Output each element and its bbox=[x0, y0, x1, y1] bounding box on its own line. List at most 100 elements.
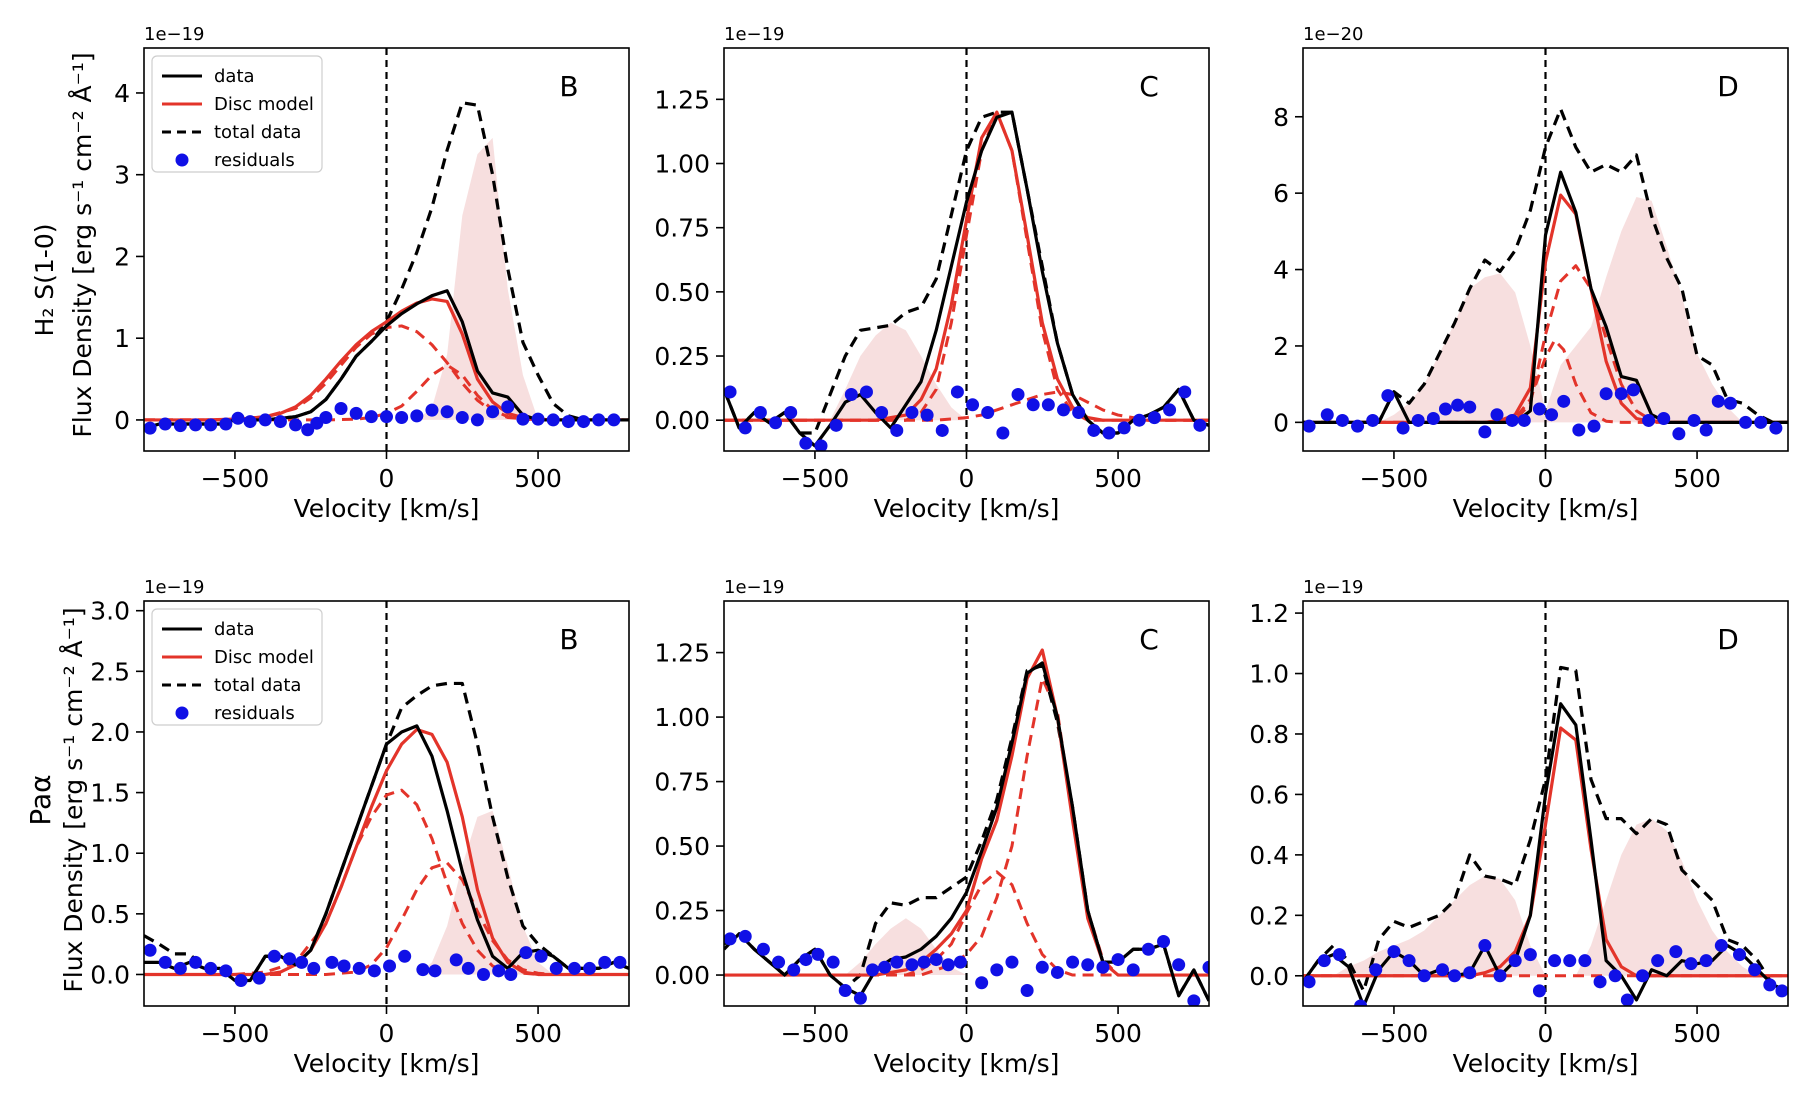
residual-point bbox=[787, 963, 801, 977]
residual-point bbox=[380, 410, 393, 424]
residual-point bbox=[367, 964, 381, 978]
residual-point bbox=[1493, 969, 1507, 983]
residual-point bbox=[398, 949, 412, 963]
x-tick-label: 0 bbox=[1538, 464, 1554, 493]
legend-label-disc_model: Disc model bbox=[214, 647, 314, 668]
bottom-row-species-label: Paα bbox=[24, 774, 57, 825]
residual-point bbox=[158, 417, 172, 431]
total-data-line bbox=[1303, 107, 1788, 424]
residual-point bbox=[784, 405, 798, 419]
residual-point bbox=[950, 385, 964, 399]
x-tick-label: −500 bbox=[1360, 464, 1429, 493]
residual-point bbox=[258, 413, 272, 427]
x-tick-label: −500 bbox=[1360, 1019, 1429, 1048]
residual-point bbox=[724, 932, 737, 946]
residual-point bbox=[1572, 423, 1586, 437]
plot-area bbox=[724, 48, 1209, 451]
plot-area bbox=[1303, 48, 1788, 451]
panel-h2-D: −500 0 500 0 2 4 6 8 1e−20 Velocity [km/s] D bbox=[1273, 24, 1789, 523]
residual-point bbox=[990, 963, 1004, 977]
residual-point bbox=[1332, 948, 1346, 962]
residual-point bbox=[1163, 403, 1177, 417]
residual-point bbox=[1381, 389, 1395, 403]
y-tick-label: 0.8 bbox=[1249, 720, 1289, 749]
legend: data Disc model total data residuals bbox=[151, 608, 323, 726]
residual-point bbox=[189, 955, 203, 969]
y-tick-label: 8 bbox=[1273, 103, 1289, 132]
residual-point bbox=[1517, 413, 1531, 427]
residual-point bbox=[996, 426, 1010, 440]
residual-point bbox=[738, 929, 752, 943]
x-tick-label: 0 bbox=[379, 1019, 395, 1048]
residual-point bbox=[561, 415, 575, 429]
x-tick-label: 500 bbox=[1673, 1019, 1721, 1048]
residual-point bbox=[189, 418, 203, 432]
y-tick-label: 0.25 bbox=[654, 897, 710, 926]
residual-point bbox=[814, 439, 828, 451]
residual-point bbox=[1117, 421, 1131, 435]
residual-point bbox=[416, 963, 430, 977]
plot-area bbox=[724, 601, 1209, 1006]
residual-point bbox=[219, 417, 233, 431]
legend-label-disc_model: Disc model bbox=[214, 94, 314, 115]
residual-point bbox=[477, 967, 490, 981]
residual-point bbox=[738, 421, 752, 435]
residual-point bbox=[1303, 419, 1316, 433]
data-line bbox=[1303, 170, 1788, 424]
residual-point bbox=[549, 961, 563, 975]
residual-point bbox=[234, 974, 248, 988]
residual-point bbox=[1545, 408, 1559, 422]
residual-shaded-area bbox=[830, 322, 967, 421]
residual-point bbox=[1126, 963, 1140, 977]
residual-point bbox=[273, 415, 287, 429]
panel-letter: D bbox=[1717, 623, 1739, 656]
y-tick-label: 0.75 bbox=[654, 768, 710, 797]
residual-point bbox=[1669, 945, 1683, 959]
residual-point bbox=[1532, 984, 1546, 998]
residual-point bbox=[1187, 994, 1201, 1006]
residual-point bbox=[425, 403, 439, 417]
residual-point bbox=[283, 952, 296, 966]
y-exponent-label: 1e−19 bbox=[724, 577, 785, 598]
x-tick-label: 0 bbox=[959, 464, 975, 493]
residual-point bbox=[1087, 423, 1101, 437]
residual-point bbox=[607, 413, 621, 427]
residual-point bbox=[953, 955, 967, 969]
y-tick-label: 2 bbox=[114, 242, 130, 271]
residual-point bbox=[1599, 387, 1613, 401]
residual-point bbox=[975, 976, 989, 990]
residual-point bbox=[890, 955, 904, 969]
residual-point bbox=[219, 964, 233, 978]
residual-point bbox=[1563, 954, 1577, 968]
x-tick-label: 0 bbox=[1538, 1019, 1554, 1048]
residual-point bbox=[1478, 939, 1492, 953]
residual-point bbox=[859, 385, 873, 399]
panel-pa-C: −500 0 500 0.00 0.25 0.50 0.75 1.00 1.25 1e−19 Vel… bbox=[654, 577, 1210, 1078]
residual-point bbox=[1687, 413, 1701, 427]
residual-point bbox=[410, 409, 424, 423]
y-tick-label: 0.00 bbox=[654, 406, 710, 435]
legend-label-data: data bbox=[214, 66, 255, 87]
residual-point bbox=[1111, 953, 1125, 967]
y-tick-label: 1 bbox=[114, 324, 130, 353]
residual-shaded-area bbox=[416, 137, 539, 420]
residual-point bbox=[1320, 408, 1334, 422]
top-row-ylabel: Flux Density [erg s⁻¹ cm⁻² Å⁻¹] bbox=[68, 52, 97, 437]
residual-point bbox=[1711, 394, 1725, 408]
plot-area bbox=[1303, 601, 1788, 1006]
plot-area bbox=[144, 48, 629, 451]
y-tick-label: 1.0 bbox=[90, 839, 130, 868]
residual-point bbox=[1739, 415, 1753, 429]
residual-point bbox=[1614, 387, 1628, 401]
y-tick-label: 6 bbox=[1273, 179, 1289, 208]
residual-point bbox=[1723, 396, 1737, 410]
residual-point bbox=[935, 423, 949, 437]
residual-shaded-area bbox=[1378, 196, 1743, 423]
residual-point bbox=[1490, 408, 1504, 422]
residual-point bbox=[204, 961, 218, 975]
x-tick-label: 500 bbox=[514, 1019, 562, 1048]
residual-point bbox=[1699, 423, 1713, 437]
residual-point bbox=[799, 953, 813, 967]
